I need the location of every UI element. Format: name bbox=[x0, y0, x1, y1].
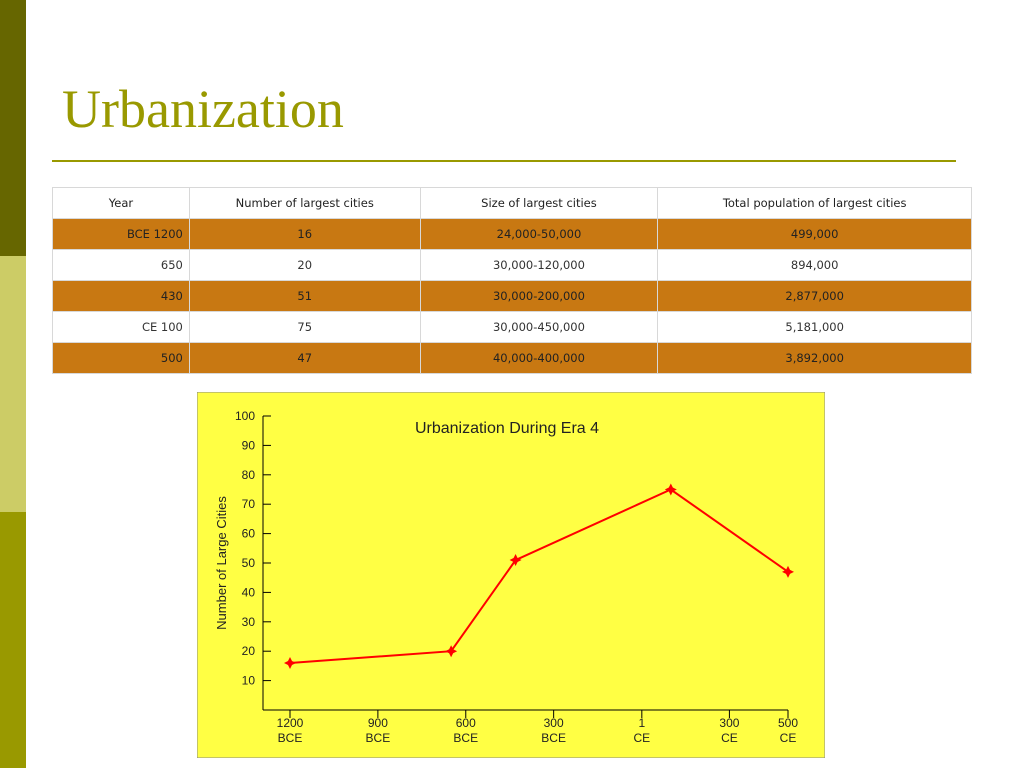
table-row: BCE 1200 16 24,000-50,000 499,000 bbox=[52, 218, 972, 250]
cell-size: 30,000-200,000 bbox=[419, 280, 659, 312]
series-group bbox=[284, 483, 794, 669]
cell-number: 16 bbox=[188, 218, 421, 250]
x-tick-label-era: BCE bbox=[278, 731, 303, 745]
cell-number: 75 bbox=[188, 311, 421, 343]
cell-number: 51 bbox=[188, 280, 421, 312]
cell-size: 40,000-400,000 bbox=[419, 342, 659, 374]
y-tick-label: 20 bbox=[242, 644, 256, 658]
x-tick-label-era: BCE bbox=[453, 731, 478, 745]
data-point bbox=[284, 656, 296, 669]
cell-size: 30,000-120,000 bbox=[419, 249, 659, 281]
y-tick-label: 90 bbox=[242, 438, 256, 452]
cell-number: 20 bbox=[188, 249, 421, 281]
cell-population: 894,000 bbox=[657, 249, 972, 281]
cell-size: 30,000-450,000 bbox=[419, 311, 659, 343]
chart-svg: Urbanization During Era 4 Number of Larg… bbox=[196, 391, 826, 759]
table-header-row: Year Number of largest cities Size of la… bbox=[52, 187, 972, 219]
axes-group: 1020304050607080901001200BCE900BCE600BCE… bbox=[235, 409, 798, 745]
urbanization-table: Year Number of largest cities Size of la… bbox=[52, 187, 972, 374]
header-total-population: Total population of largest cities bbox=[657, 187, 972, 219]
cell-population: 3,892,000 bbox=[657, 342, 972, 374]
y-tick-label: 10 bbox=[242, 674, 256, 688]
y-axis-label: Number of Large Cities bbox=[214, 496, 229, 630]
chart-background bbox=[196, 391, 826, 759]
cell-population: 2,877,000 bbox=[657, 280, 972, 312]
data-point bbox=[664, 483, 677, 496]
header-size-of-cities: Size of largest cities bbox=[419, 187, 659, 219]
y-tick-label: 30 bbox=[242, 615, 256, 629]
cell-population: 5,181,000 bbox=[657, 311, 972, 343]
cell-year: 650 bbox=[52, 249, 190, 281]
x-tick-label-era: BCE bbox=[366, 731, 391, 745]
cell-size: 24,000-50,000 bbox=[419, 218, 659, 250]
header-number-of-cities: Number of largest cities bbox=[188, 187, 421, 219]
x-tick-label-era: BCE bbox=[541, 731, 566, 745]
x-tick-label: 500 bbox=[778, 716, 798, 730]
cell-year: BCE 1200 bbox=[52, 218, 190, 250]
y-tick-label: 40 bbox=[242, 585, 256, 599]
data-point bbox=[509, 554, 522, 567]
cell-year: 500 bbox=[52, 342, 190, 374]
cell-year: 430 bbox=[52, 280, 190, 312]
data-point bbox=[445, 645, 458, 658]
table-row: 430 51 30,000-200,000 2,877,000 bbox=[52, 280, 972, 312]
left-accent-bar-dark bbox=[0, 0, 26, 256]
cell-year: CE 100 bbox=[52, 311, 190, 343]
header-year: Year bbox=[52, 187, 190, 219]
chart-title: Urbanization During Era 4 bbox=[415, 420, 599, 437]
slide-title: Urbanization bbox=[62, 79, 344, 139]
y-tick-label: 50 bbox=[242, 556, 256, 570]
x-tick-label: 600 bbox=[456, 716, 476, 730]
x-tick-label: 1 bbox=[638, 716, 645, 730]
urbanization-chart: Urbanization During Era 4 Number of Larg… bbox=[196, 391, 826, 759]
y-tick-label: 80 bbox=[242, 468, 256, 482]
cell-number: 47 bbox=[188, 342, 421, 374]
left-accent-bar-light bbox=[0, 256, 26, 512]
x-tick-label: 900 bbox=[368, 716, 388, 730]
y-tick-label: 60 bbox=[242, 527, 256, 541]
x-tick-label-era: CE bbox=[780, 731, 797, 745]
cell-population: 499,000 bbox=[657, 218, 972, 250]
x-tick-label: 300 bbox=[719, 716, 739, 730]
table-row: 500 47 40,000-400,000 3,892,000 bbox=[52, 342, 972, 374]
y-tick-label: 70 bbox=[242, 497, 256, 511]
title-underline bbox=[52, 160, 956, 162]
x-tick-label-era: CE bbox=[721, 731, 738, 745]
table-row: CE 100 75 30,000-450,000 5,181,000 bbox=[52, 311, 972, 343]
x-tick-label-era: CE bbox=[633, 731, 650, 745]
x-tick-label: 300 bbox=[544, 716, 564, 730]
y-tick-label: 100 bbox=[235, 409, 255, 423]
left-accent-bar-olive bbox=[0, 512, 26, 768]
x-tick-label: 1200 bbox=[277, 716, 304, 730]
table-row: 650 20 30,000-120,000 894,000 bbox=[52, 249, 972, 281]
data-point bbox=[782, 565, 794, 578]
